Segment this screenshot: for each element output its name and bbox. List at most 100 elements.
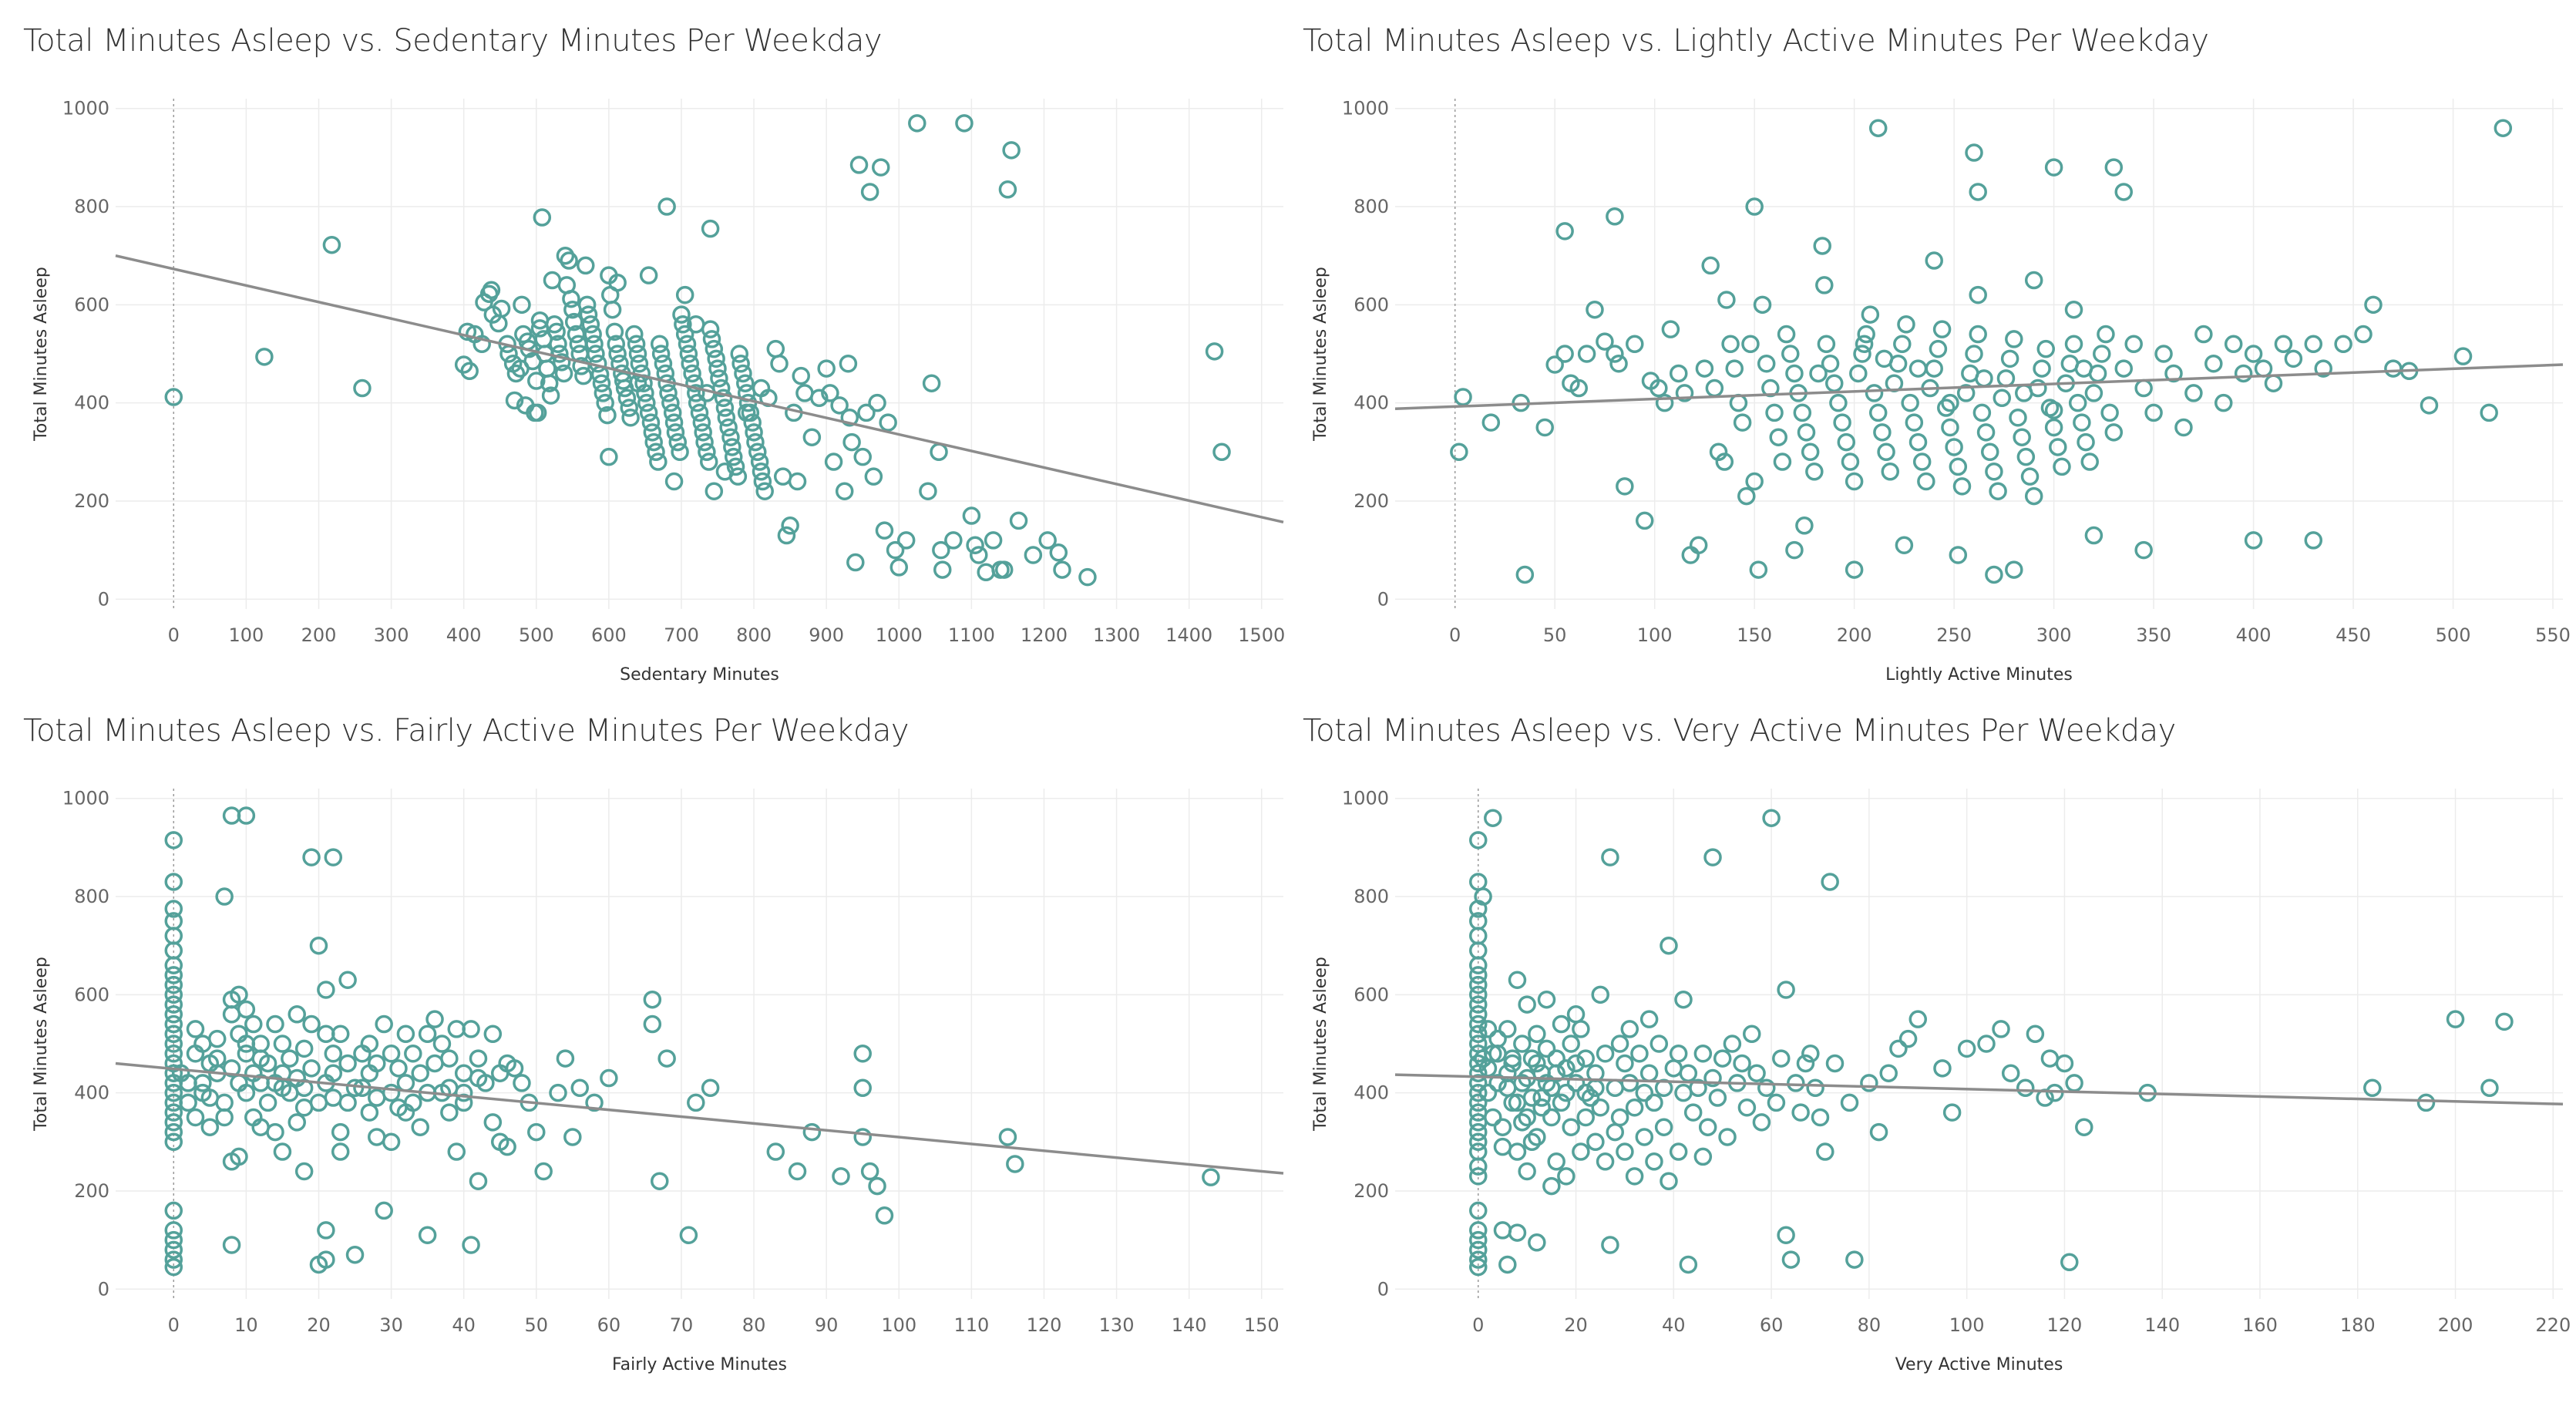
data-point <box>1576 1108 1595 1127</box>
data-point <box>1937 399 1956 417</box>
x-tick-label: 0 <box>1449 624 1461 646</box>
data-point <box>2416 1093 2436 1112</box>
data-point <box>1969 325 1987 344</box>
data-point <box>717 409 736 427</box>
data-point <box>666 423 685 442</box>
data-point <box>708 359 727 378</box>
data-point <box>2224 335 2243 354</box>
data-point <box>710 369 728 388</box>
data-point <box>1721 335 1740 354</box>
data-point <box>1795 516 1814 535</box>
data-point <box>1572 1142 1590 1161</box>
data-point <box>1860 1074 1878 1092</box>
data-point <box>2164 364 2183 383</box>
scatter-plot-fairly-active: 0 200 400 600 800 1000 0 10 20 30 40 50 60 70 80 90 100 1… <box>32 788 1284 1374</box>
data-point <box>1733 413 1752 432</box>
data-point <box>2244 531 2263 550</box>
data-point <box>396 1024 415 1044</box>
data-point <box>679 345 698 363</box>
data-point <box>620 399 638 417</box>
data-point <box>966 536 984 554</box>
data-point <box>643 423 662 442</box>
data-point <box>1660 936 1678 955</box>
data-point <box>1469 1250 1488 1269</box>
data-point <box>1745 197 1764 216</box>
data-point <box>1683 1103 1703 1122</box>
data-point <box>538 359 557 378</box>
data-point <box>2184 384 2203 402</box>
data-point <box>549 1083 567 1102</box>
data-point <box>1562 1035 1580 1053</box>
y-axis-title: Total Minutes Asleep <box>32 957 51 1132</box>
trend-line <box>115 1062 1284 1175</box>
data-point <box>281 1049 299 1068</box>
y-tick-label: 0 <box>1377 588 1389 610</box>
data-point <box>1469 1132 1488 1152</box>
data-point <box>2000 349 2019 368</box>
data-point <box>513 295 531 315</box>
data-point <box>659 384 678 402</box>
data-point <box>1518 1162 1536 1181</box>
data-point <box>643 990 662 1009</box>
data-point <box>2453 347 2473 365</box>
data-point <box>2214 393 2233 412</box>
data-point <box>556 1049 575 1068</box>
data-point <box>1669 1142 1688 1161</box>
data-point <box>2274 335 2293 354</box>
data-point <box>1581 1088 1600 1107</box>
data-point <box>1645 1152 1663 1171</box>
data-point <box>469 1068 488 1088</box>
y-tick-labels: 0 200 400 600 800 1000 <box>62 788 109 1300</box>
data-point <box>675 325 694 344</box>
y-tick-label: 400 <box>74 392 109 414</box>
data-point <box>1745 472 1764 491</box>
data-point <box>164 1035 183 1053</box>
data-point <box>1606 1122 1625 1142</box>
data-point <box>621 409 640 427</box>
data-point <box>1797 423 1816 442</box>
data-point <box>1469 831 1488 850</box>
data-point <box>1933 1059 1952 1078</box>
data-point <box>1942 1103 1962 1122</box>
data-point <box>1861 305 1880 324</box>
x-tick-label: 40 <box>452 1314 476 1336</box>
data-point <box>1801 1044 1820 1063</box>
data-point <box>994 560 1014 579</box>
data-point <box>1972 403 1992 422</box>
data-point <box>411 1118 429 1136</box>
data-point <box>1518 1108 1536 1127</box>
data-point <box>1552 1093 1571 1112</box>
data-point <box>2015 384 2033 402</box>
data-point <box>896 531 916 550</box>
x-tick-label: 110 <box>953 1314 989 1336</box>
data-point <box>1212 442 1231 462</box>
data-point <box>368 1054 386 1073</box>
data-point <box>483 1024 503 1044</box>
data-point <box>1873 423 1892 442</box>
data-point <box>1762 809 1781 827</box>
data-point <box>324 1064 343 1082</box>
data-point <box>1875 349 1894 368</box>
data-point <box>792 366 810 385</box>
chart-panel-lightly-active: Total Minutes Asleep vs. Lightly Active … <box>1280 0 2571 686</box>
data-point <box>868 393 886 412</box>
data-point <box>1895 536 1914 554</box>
data-point <box>1821 873 1839 891</box>
data-point <box>687 1093 705 1112</box>
data-point <box>498 1137 516 1156</box>
data-points <box>164 806 1220 1277</box>
trend-line <box>115 254 1284 524</box>
data-point <box>1481 413 1501 432</box>
data-point <box>360 1103 379 1122</box>
data-point <box>692 413 711 432</box>
data-point <box>752 463 771 481</box>
data-point <box>483 1113 503 1132</box>
data-point <box>600 1068 618 1088</box>
data-point <box>331 1142 350 1161</box>
data-point <box>2480 1078 2499 1098</box>
data-point <box>688 393 707 412</box>
data-point <box>674 315 692 334</box>
data-point <box>707 349 725 368</box>
data-point <box>1535 418 1554 437</box>
data-point <box>2495 1012 2514 1031</box>
